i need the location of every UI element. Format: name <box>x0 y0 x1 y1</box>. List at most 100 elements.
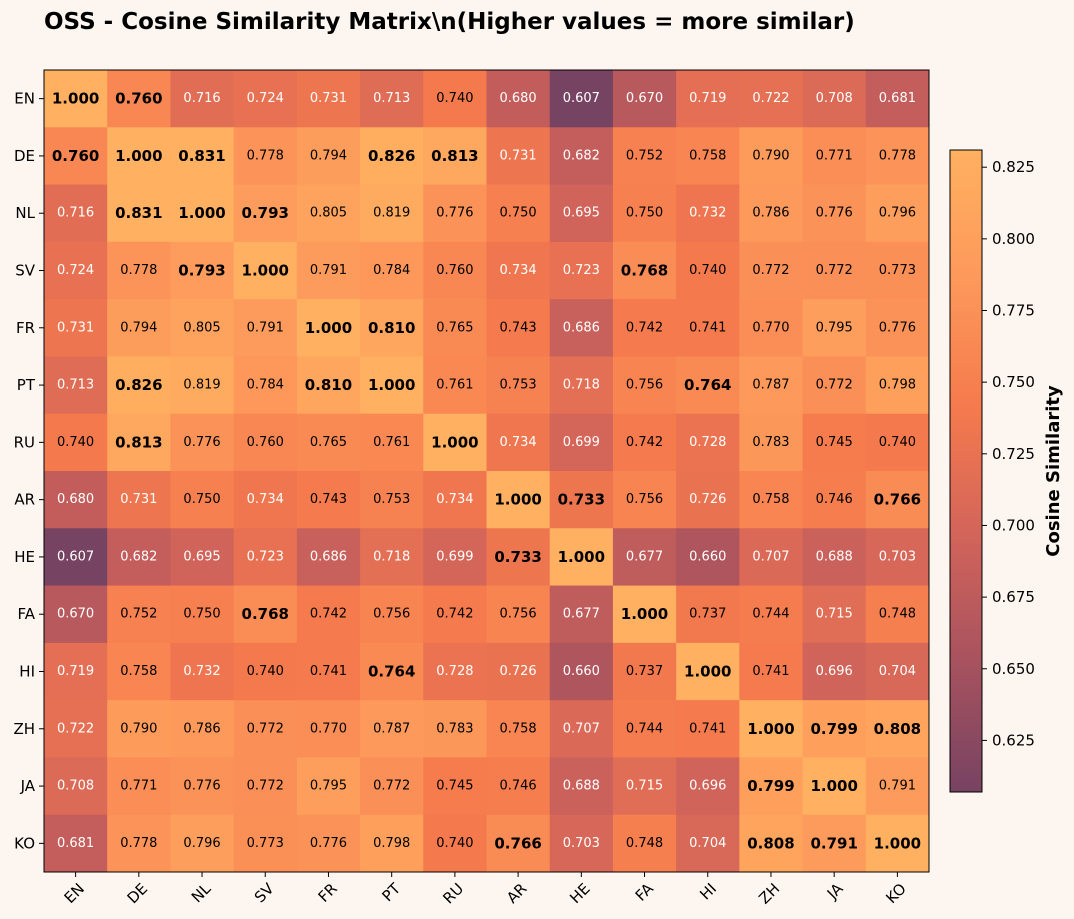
heatmap-cell-HI-DE <box>107 642 171 701</box>
heatmap-cell-RU-HI <box>676 413 740 472</box>
heatmap-cell-HI-FA <box>612 642 677 701</box>
cell-value-label: 0.740 <box>57 435 94 450</box>
cell-value-label: 0.686 <box>310 549 347 564</box>
heatmap-cell-PT-ZH <box>739 356 804 415</box>
heatmap-cell-FR-HE <box>549 299 614 357</box>
cell-value-label: 1.000 <box>305 319 352 337</box>
y-tick-label-HI: HI <box>19 663 35 681</box>
heatmap-cell-HE-JA <box>802 528 867 587</box>
cell-value-label: 0.772 <box>373 779 410 794</box>
y-tick-label-KO: KO <box>14 834 35 852</box>
cell-value-label: 0.677 <box>626 549 663 564</box>
cell-value-label: 0.744 <box>752 607 789 622</box>
cell-value-label: 0.791 <box>247 320 284 335</box>
heatmap-cell-NL-ZH <box>739 184 804 243</box>
heatmap-cell-RU-EN <box>44 413 108 472</box>
cell-value-label: 0.810 <box>368 319 415 337</box>
cell-value-label: 0.791 <box>810 834 857 852</box>
cell-value-label: 0.776 <box>816 206 853 221</box>
heatmap-cell-FR-AR <box>486 299 551 357</box>
heatmap-cell-EN-HE <box>549 70 614 128</box>
x-tick-label-RU: RU <box>439 880 467 908</box>
heatmap-cell-RU-DE <box>107 413 171 472</box>
cell-value-label: 0.715 <box>626 779 663 794</box>
heatmap-cell-FR-PT <box>360 299 424 357</box>
heatmap-cell-DE-NL <box>170 127 235 186</box>
heatmap-cell-FA-JA <box>802 585 867 644</box>
y-tick-label-ZH: ZH <box>13 720 35 738</box>
cell-value-label: 0.771 <box>120 779 157 794</box>
heatmap-cell-DE-HI <box>676 127 740 186</box>
cell-value-label: 0.760 <box>247 435 284 450</box>
heatmap-cell-JA-EN <box>44 757 108 816</box>
cell-value-label: 0.798 <box>373 836 410 851</box>
cell-value-label: 0.778 <box>879 148 916 163</box>
cell-value-label: 0.793 <box>178 262 225 280</box>
y-tick-label-JA: JA <box>20 777 36 795</box>
x-tick-label-SV: SV <box>251 879 278 906</box>
cell-value-label: 0.745 <box>816 435 853 450</box>
heatmap-cell-HE-DE <box>107 528 171 587</box>
x-tick-label-EN: EN <box>61 880 88 907</box>
heatmap-cell-ZH-EN <box>44 700 108 758</box>
cell-value-label: 0.756 <box>626 378 663 393</box>
colorbar-tick-label: 0.750 <box>992 373 1035 391</box>
heatmap-cell-EN-EN <box>44 70 108 128</box>
cell-value-label: 0.810 <box>305 376 352 394</box>
heatmap-cell-PT-EN <box>44 356 108 415</box>
cell-value-label: 0.760 <box>115 90 162 108</box>
heatmap-cell-EN-FA <box>612 70 677 128</box>
heatmap-cell-JA-HE <box>549 757 614 816</box>
heatmap-cell-NL-KO <box>865 184 930 243</box>
heatmap-cell-KO-HE <box>549 814 614 873</box>
cell-value-label: 0.681 <box>879 91 916 106</box>
cell-value-label: 0.722 <box>752 91 789 106</box>
cell-value-label: 0.703 <box>879 549 916 564</box>
heatmap-cell-AR-DE <box>107 471 171 529</box>
cell-value-label: 0.758 <box>752 492 789 507</box>
cell-value-label: 0.695 <box>563 206 600 221</box>
heatmap-cell-DE-FR <box>296 127 361 186</box>
cell-value-label: 1.000 <box>431 433 478 451</box>
heatmap-cell-KO-AR <box>486 814 551 873</box>
cell-value-label: 0.795 <box>310 779 347 794</box>
cell-value-label: 0.742 <box>310 607 347 622</box>
cell-value-label: 1.000 <box>178 204 225 222</box>
heatmap-cell-KO-DE <box>107 814 171 873</box>
x-tick-label-DE: DE <box>124 880 152 908</box>
y-tick-label-HE: HE <box>14 548 35 566</box>
cell-value-label: 0.771 <box>816 148 853 163</box>
heatmap-cell-HI-NL <box>170 642 235 701</box>
heatmap-cell-RU-RU <box>423 413 487 472</box>
cell-value-label: 0.783 <box>752 435 789 450</box>
cell-value-label: 0.794 <box>310 148 347 163</box>
cell-value-label: 0.776 <box>183 435 220 450</box>
heatmap-cell-EN-KO <box>865 70 930 128</box>
heatmap-cell-DE-ZH <box>739 127 804 186</box>
cell-value-label: 1.000 <box>52 90 99 108</box>
cell-value-label: 0.681 <box>57 836 94 851</box>
heatmap-cell-EN-ZH <box>739 70 804 128</box>
heatmap-cell-EN-AR <box>486 70 551 128</box>
cell-value-label: 1.000 <box>747 720 794 738</box>
heatmap-cell-JA-JA <box>802 757 867 816</box>
plot-frame <box>43 69 930 873</box>
cell-value-label: 0.743 <box>310 492 347 507</box>
heatmap-cell-HE-NL <box>170 528 235 587</box>
heatmap-cell-FR-KO <box>865 299 930 357</box>
heatmap-cell-KO-NL <box>170 814 235 873</box>
cell-value-label: 0.660 <box>689 549 726 564</box>
heatmap-cell-RU-NL <box>170 413 235 472</box>
heatmap-cell-RU-AR <box>486 413 551 472</box>
heatmap-cell-FR-JA <box>802 299 867 357</box>
heatmap-cell-HE-ZH <box>739 528 804 587</box>
cell-value-label: 0.778 <box>247 148 284 163</box>
x-tick-label-JA: JA <box>823 879 847 903</box>
heatmap-cell-ZH-FA <box>612 700 677 758</box>
cell-value-label: 0.791 <box>310 263 347 278</box>
heatmap-cell-EN-DE <box>107 70 171 128</box>
heatmap-cell-FA-HI <box>676 585 740 644</box>
heatmap-cell-PT-HI <box>676 356 740 415</box>
heatmap-cell-FR-RU <box>423 299 487 357</box>
